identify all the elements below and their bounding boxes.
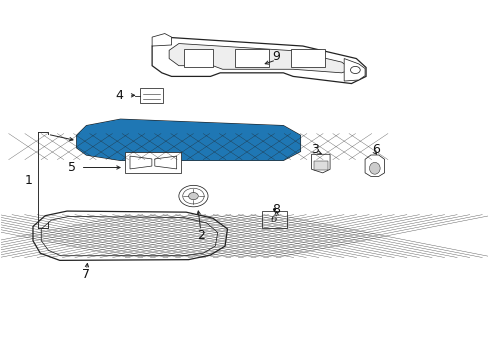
Polygon shape bbox=[155, 156, 176, 169]
Text: 7: 7 bbox=[82, 268, 90, 281]
Ellipse shape bbox=[226, 132, 251, 150]
Polygon shape bbox=[77, 119, 300, 160]
Ellipse shape bbox=[143, 133, 168, 152]
Bar bbox=[140, 88, 163, 103]
Polygon shape bbox=[311, 154, 329, 173]
Ellipse shape bbox=[88, 134, 114, 152]
Polygon shape bbox=[152, 37, 366, 84]
Text: 5: 5 bbox=[68, 161, 76, 174]
Circle shape bbox=[179, 185, 207, 207]
Polygon shape bbox=[130, 156, 152, 169]
Polygon shape bbox=[169, 44, 351, 73]
Polygon shape bbox=[365, 155, 384, 176]
Text: 6: 6 bbox=[270, 215, 277, 224]
Polygon shape bbox=[152, 33, 171, 46]
Bar bbox=[313, 161, 327, 170]
Polygon shape bbox=[77, 119, 300, 160]
Circle shape bbox=[183, 188, 203, 204]
Circle shape bbox=[350, 66, 360, 73]
Ellipse shape bbox=[116, 133, 141, 152]
Bar bbox=[261, 211, 286, 228]
Text: 2: 2 bbox=[196, 229, 204, 242]
Text: 8: 8 bbox=[271, 203, 280, 216]
Text: 6: 6 bbox=[371, 143, 379, 156]
Ellipse shape bbox=[171, 132, 196, 151]
Text: 4: 4 bbox=[115, 89, 123, 102]
Text: 1: 1 bbox=[24, 174, 32, 186]
FancyBboxPatch shape bbox=[290, 49, 324, 67]
Text: 3: 3 bbox=[310, 143, 318, 156]
FancyBboxPatch shape bbox=[183, 49, 212, 67]
Ellipse shape bbox=[253, 132, 279, 150]
Polygon shape bbox=[344, 59, 365, 81]
Ellipse shape bbox=[198, 132, 224, 151]
Text: 9: 9 bbox=[272, 50, 280, 63]
Bar bbox=[125, 152, 181, 173]
Circle shape bbox=[188, 193, 198, 200]
FancyBboxPatch shape bbox=[234, 49, 268, 67]
Polygon shape bbox=[33, 211, 227, 260]
Ellipse shape bbox=[369, 162, 379, 174]
